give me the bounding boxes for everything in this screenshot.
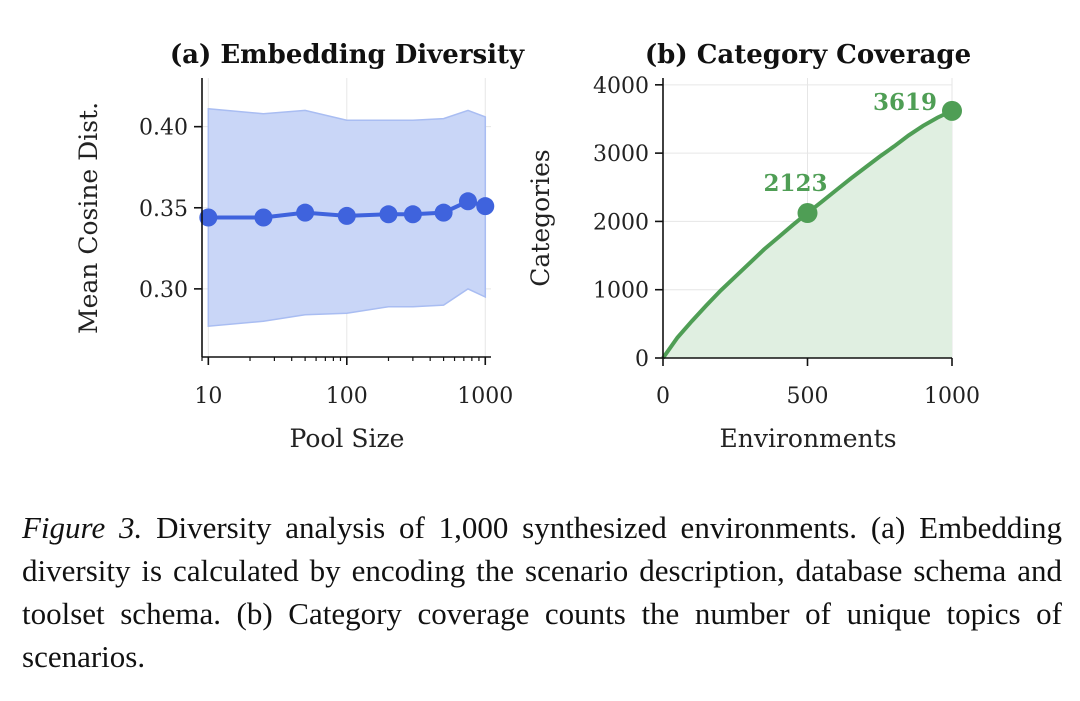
- figure-caption: Figure 3. Diversity analysis of 1,000 sy…: [22, 506, 1062, 678]
- y-tick-label: 1000: [593, 279, 649, 304]
- y-tick-label: 4000: [593, 74, 649, 99]
- y-tick-label: 2000: [593, 210, 649, 235]
- panel-b-title: (b) Category Coverage: [645, 40, 971, 70]
- y-tick-label: 0: [635, 347, 649, 372]
- data-point: [476, 197, 495, 216]
- y-tick-label: 3000: [593, 142, 649, 167]
- data-point: [337, 206, 356, 225]
- figure-number: Figure 3.: [22, 510, 143, 545]
- x-tick-label: 0: [656, 384, 670, 409]
- data-point: [254, 208, 273, 227]
- x-tick-label: 10: [194, 384, 222, 409]
- panel-a-y-ticks: 0.30 0.35 0.40: [139, 116, 202, 303]
- highlight-label: 2123: [763, 170, 827, 197]
- data-point: [379, 205, 398, 224]
- highlight-point: [942, 100, 962, 121]
- highlight-label: 3619: [873, 89, 937, 116]
- data-point: [296, 203, 315, 222]
- data-point: [199, 208, 218, 227]
- y-tick-label: 0.30: [139, 278, 188, 303]
- panel-a-title: (a) Embedding Diversity: [170, 40, 525, 70]
- panel-b-x-ticks: 0 500 1000: [656, 358, 980, 409]
- x-tick-label: 1000: [457, 384, 513, 409]
- figure: (a) Embedding Diversity 10 100 1000 0.300.…: [74, 40, 980, 453]
- panel-b-y-axis-label: Categories: [526, 149, 555, 287]
- panel-b-y-ticks: 0 1000 2000 3000 4000: [593, 74, 663, 372]
- panel-a-y-axis-label: Mean Cosine Dist.: [74, 102, 103, 334]
- data-point: [458, 192, 477, 211]
- x-tick-label: 100: [326, 384, 368, 409]
- panel-a-x-ticks: 10 100 1000: [194, 357, 513, 409]
- x-tick-label: 500: [787, 384, 829, 409]
- caption-text: Diversity analysis of 1,000 synthesized …: [22, 510, 1062, 674]
- y-tick-label: 0.40: [139, 116, 188, 141]
- embedding-diversity-panel: (a) Embedding Diversity 10 100 1000 0.300.…: [74, 40, 525, 453]
- panel-b-highlight-points: 2123 3619: [763, 89, 962, 224]
- panel-b-coverage-area: [663, 110, 952, 358]
- y-tick-label: 0.35: [139, 197, 188, 222]
- data-point: [403, 205, 422, 224]
- x-tick-label: 1000: [924, 384, 980, 409]
- data-point: [434, 203, 453, 222]
- panel-b-x-axis-label: Environments: [719, 424, 896, 453]
- highlight-point: [797, 203, 818, 224]
- panel-a-x-axis-label: Pool Size: [290, 424, 405, 453]
- panel-a-points: [199, 192, 495, 227]
